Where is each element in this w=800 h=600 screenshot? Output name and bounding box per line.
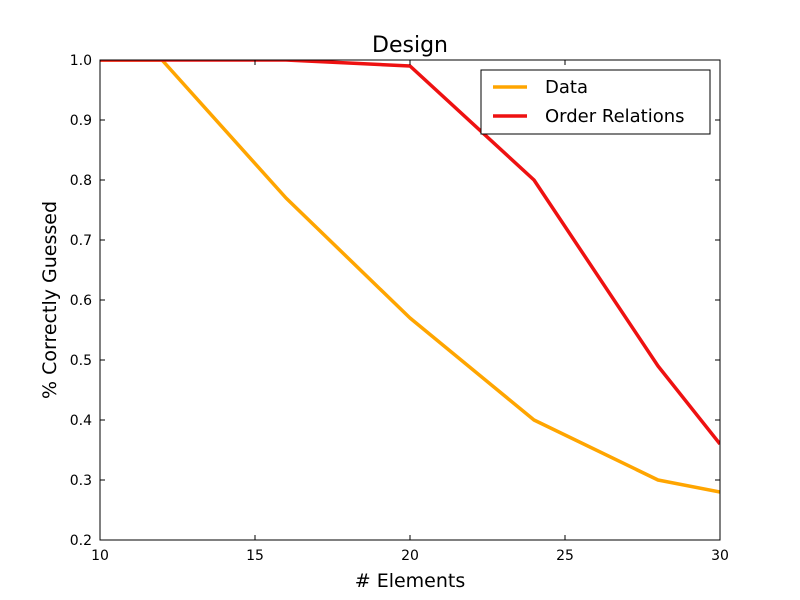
series-layer xyxy=(100,60,720,494)
x-tick-label: 15 xyxy=(246,548,264,564)
y-tick-label: 0.2 xyxy=(70,533,92,549)
plot-area xyxy=(100,60,720,494)
y-tick-label: 0.3 xyxy=(70,473,92,489)
legend-label-order-relations: Order Relations xyxy=(545,106,685,127)
legend: Data Order Relations xyxy=(480,69,711,135)
y-tick-label: 0.9 xyxy=(70,113,92,129)
y-tick-label: 1.0 xyxy=(70,53,92,69)
x-tick-label: 30 xyxy=(711,548,729,564)
chart-title: Design xyxy=(372,33,448,58)
x-tick-label: 20 xyxy=(401,548,419,564)
x-axis-label: # Elements xyxy=(355,570,466,592)
y-tick-label: 0.8 xyxy=(70,173,92,189)
x-tick-label: 10 xyxy=(91,548,109,564)
y-tick-label: 0.4 xyxy=(70,413,92,429)
plot-frame xyxy=(99,59,721,541)
legend-box xyxy=(480,69,711,135)
legend-label-data: Data xyxy=(545,77,588,98)
y-tick-label: 0.6 xyxy=(70,293,92,309)
y-tick-label: 0.5 xyxy=(70,353,92,369)
series-line-data xyxy=(100,60,720,494)
x-tick-label: 25 xyxy=(556,548,574,564)
y-tick-label: 0.7 xyxy=(70,233,92,249)
y-axis-label: % Correctly Guessed xyxy=(39,201,61,399)
series-line-order-relations xyxy=(100,60,720,446)
